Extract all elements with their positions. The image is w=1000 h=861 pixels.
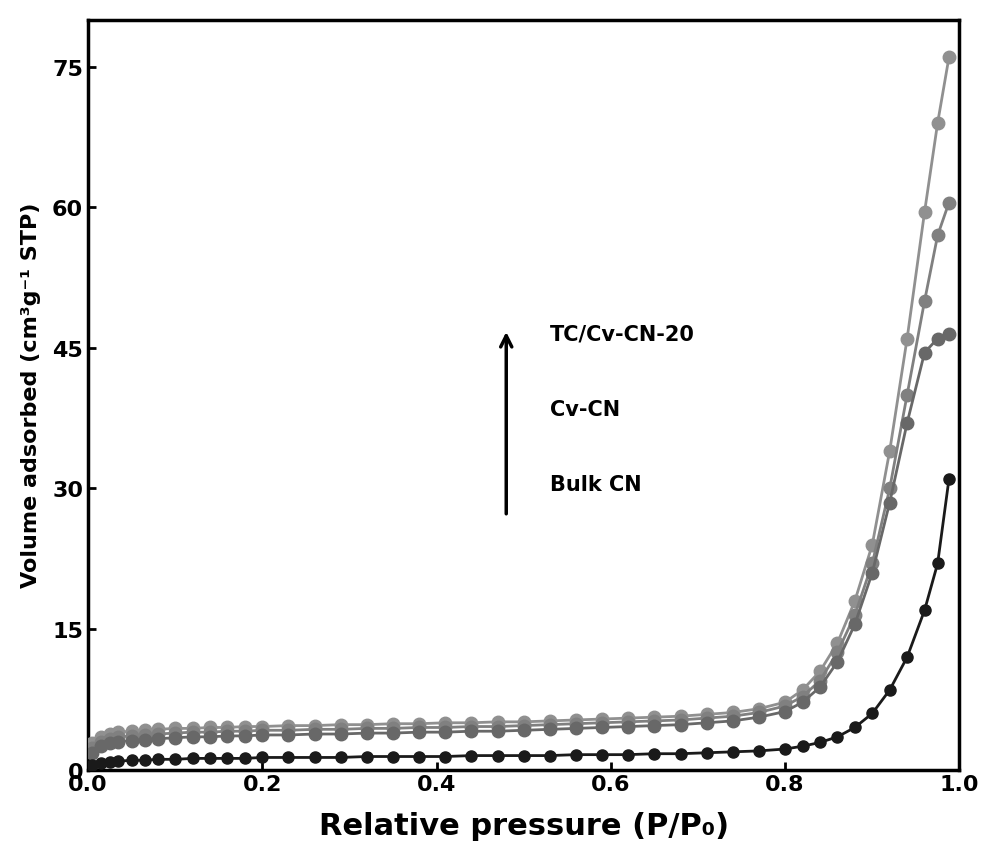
Text: Cv-CN: Cv-CN bbox=[550, 400, 620, 419]
X-axis label: Relative pressure (P/P₀): Relative pressure (P/P₀) bbox=[319, 811, 729, 840]
Y-axis label: Volume adsorbed (cm³g⁻¹ STP): Volume adsorbed (cm³g⁻¹ STP) bbox=[21, 203, 41, 588]
Text: TC/Cv-CN-20: TC/Cv-CN-20 bbox=[550, 325, 695, 344]
Text: Bulk CN: Bulk CN bbox=[550, 474, 641, 494]
